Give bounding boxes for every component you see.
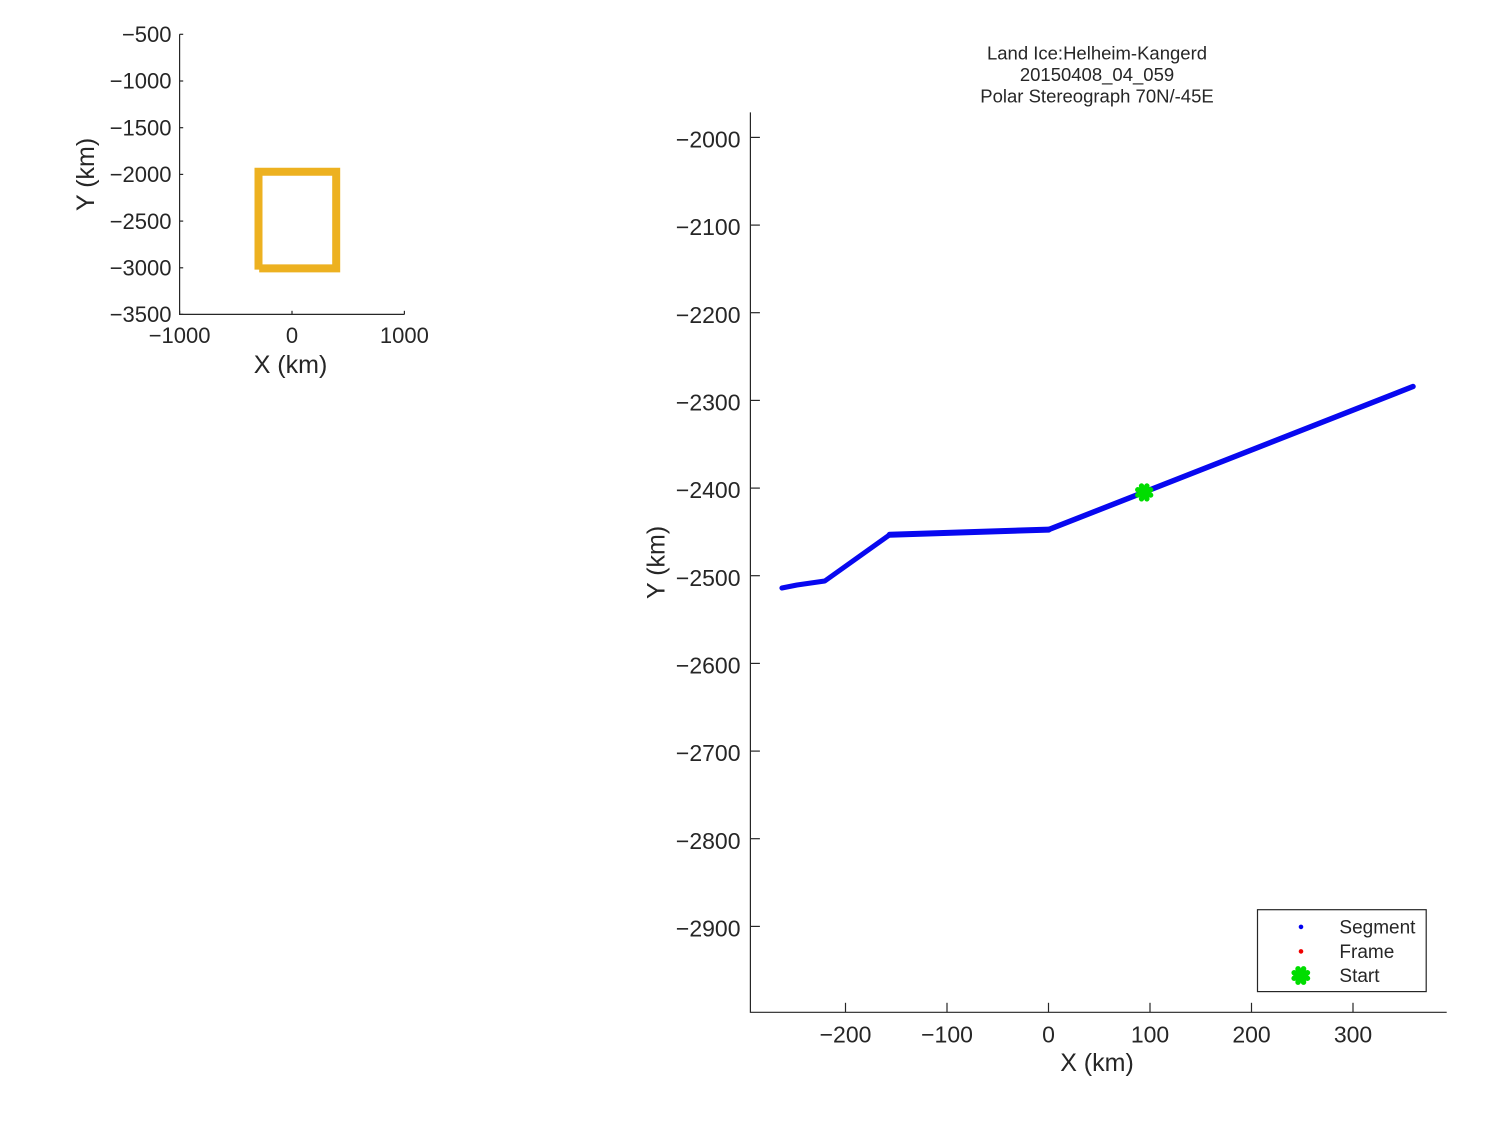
svg-text:−100: −100 — [921, 1022, 973, 1048]
svg-text:−1500: −1500 — [110, 115, 172, 140]
svg-text:200: 200 — [1232, 1022, 1270, 1048]
svg-text:−2200: −2200 — [676, 302, 741, 328]
svg-text:−2100: −2100 — [676, 214, 741, 240]
svg-text:0: 0 — [1042, 1022, 1055, 1048]
svg-text:−2700: −2700 — [676, 740, 741, 766]
svg-text:Polar Stereograph 70N/-45E: Polar Stereograph 70N/-45E — [980, 86, 1213, 107]
svg-text:X (km): X (km) — [1060, 1049, 1134, 1077]
svg-text:−2000: −2000 — [110, 162, 172, 187]
svg-text:−1000: −1000 — [149, 323, 211, 348]
svg-text:−2400: −2400 — [676, 477, 741, 503]
svg-text:Frame: Frame — [1339, 942, 1394, 963]
svg-text:−3500: −3500 — [110, 302, 172, 327]
svg-text:−2600: −2600 — [676, 652, 741, 678]
svg-text:300: 300 — [1334, 1022, 1372, 1048]
svg-text:−2500: −2500 — [110, 209, 172, 234]
svg-text:−2500: −2500 — [676, 565, 741, 591]
svg-text:−200: −200 — [820, 1022, 872, 1048]
svg-text:−2800: −2800 — [676, 828, 741, 854]
svg-text:Start: Start — [1339, 966, 1380, 987]
svg-text:100: 100 — [1131, 1022, 1169, 1048]
svg-text:−3000: −3000 — [110, 256, 172, 281]
svg-text:Land Ice:Helheim-Kangerd: Land Ice:Helheim-Kangerd — [987, 43, 1207, 64]
svg-text:0: 0 — [286, 323, 298, 348]
svg-text:−2900: −2900 — [676, 915, 741, 941]
svg-text:X (km): X (km) — [254, 351, 328, 379]
svg-text:Y (km): Y (km) — [72, 138, 100, 211]
svg-text:1000: 1000 — [380, 323, 429, 348]
svg-text:−500: −500 — [122, 22, 172, 47]
svg-text:−2300: −2300 — [676, 389, 741, 415]
svg-text:Y (km): Y (km) — [642, 526, 670, 599]
svg-text:Segment: Segment — [1339, 918, 1416, 939]
svg-text:−2000: −2000 — [676, 126, 741, 152]
svg-text:20150408_04_059: 20150408_04_059 — [1020, 64, 1174, 86]
svg-text:−1000: −1000 — [110, 69, 172, 94]
